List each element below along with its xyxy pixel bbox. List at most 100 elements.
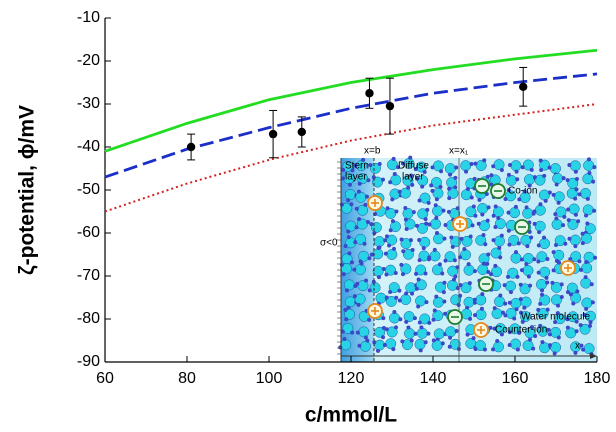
water-h xyxy=(491,347,496,352)
water-molecule xyxy=(580,187,591,199)
water-molecule xyxy=(402,248,414,260)
water-h xyxy=(551,192,556,197)
water-h xyxy=(559,295,564,300)
water-h xyxy=(489,272,494,277)
water-h xyxy=(507,162,512,167)
water-h xyxy=(583,275,588,280)
water-h xyxy=(565,317,570,322)
xx1-label: x=x₁ xyxy=(449,146,469,157)
water-h xyxy=(515,274,520,279)
water-h xyxy=(400,339,405,344)
water-h xyxy=(423,217,428,222)
water-h xyxy=(442,236,447,241)
water-h xyxy=(432,247,437,252)
water-h xyxy=(467,281,472,286)
water-h xyxy=(442,280,447,285)
y-tick-label: -10 xyxy=(77,9,100,26)
water-h xyxy=(431,317,436,322)
water-molecule xyxy=(444,163,456,175)
water-molecule xyxy=(555,206,567,218)
water-h xyxy=(517,197,522,202)
water-h xyxy=(520,319,525,324)
water-h xyxy=(434,294,439,299)
water-h xyxy=(499,167,504,172)
water-molecule xyxy=(507,267,519,279)
water-h xyxy=(540,292,545,297)
water-h xyxy=(416,304,421,309)
water-h xyxy=(585,221,590,226)
water-h xyxy=(568,292,573,297)
water-h xyxy=(482,347,487,352)
water-h xyxy=(347,251,352,256)
water-h xyxy=(471,336,476,341)
water-molecule xyxy=(579,323,591,335)
water-h xyxy=(536,307,541,312)
water-h xyxy=(584,260,589,265)
water-h xyxy=(547,165,552,170)
curve xyxy=(104,48,598,153)
water-h xyxy=(586,157,591,162)
water-h xyxy=(352,294,357,299)
water-molecule xyxy=(569,234,581,246)
water-h xyxy=(382,342,387,347)
water-h xyxy=(426,331,431,336)
water-molecule xyxy=(570,292,582,304)
water-molecule xyxy=(447,265,459,277)
water-molecule xyxy=(550,326,562,338)
water-molecule xyxy=(475,309,487,321)
water-h xyxy=(369,222,374,227)
water-molecule xyxy=(494,218,506,230)
water-molecule xyxy=(536,278,547,290)
water-h xyxy=(450,244,455,249)
water-h xyxy=(546,327,551,332)
water-molecule xyxy=(539,342,551,354)
water-molecule xyxy=(539,266,551,278)
water-h xyxy=(388,289,393,294)
water-h xyxy=(574,329,579,334)
water-h xyxy=(480,292,485,297)
water-h xyxy=(495,338,500,343)
water-molecule xyxy=(465,206,477,218)
data-point xyxy=(385,101,395,111)
water-h xyxy=(566,207,571,212)
water-h xyxy=(524,205,529,210)
water-molecule xyxy=(416,327,428,339)
water-h xyxy=(498,293,503,298)
water-molecule xyxy=(414,338,426,350)
water-molecule xyxy=(404,218,416,230)
water-molecule xyxy=(359,340,371,352)
water-h xyxy=(522,189,527,194)
water-h xyxy=(545,280,550,285)
water-h xyxy=(385,206,390,211)
water-h xyxy=(565,178,570,183)
water-molecule xyxy=(522,265,534,276)
water-h xyxy=(556,335,561,340)
water-h xyxy=(489,173,494,178)
water-molecule xyxy=(460,160,472,172)
water-h xyxy=(547,332,552,337)
water-h xyxy=(440,341,445,346)
water-molecule xyxy=(342,322,354,334)
water-h xyxy=(414,271,419,276)
water-h xyxy=(532,209,537,214)
water-h xyxy=(573,196,578,201)
water-h xyxy=(399,237,404,242)
water-h xyxy=(446,209,451,214)
water-h xyxy=(366,178,371,183)
water-h xyxy=(476,221,481,226)
water-molecule xyxy=(510,252,522,264)
water-h xyxy=(481,233,486,238)
water-molecule xyxy=(584,223,596,235)
water-h xyxy=(575,289,580,294)
water-h xyxy=(417,198,422,203)
water-h xyxy=(512,316,517,321)
y-tick-label: -80 xyxy=(77,310,100,327)
water-h xyxy=(400,161,405,166)
water-h xyxy=(377,162,382,167)
water-h xyxy=(493,263,498,268)
water-h xyxy=(384,295,389,300)
water-h xyxy=(565,325,570,330)
x-tick-label: 100 xyxy=(256,370,283,387)
water-molecule xyxy=(581,297,593,309)
water-h xyxy=(514,307,519,312)
